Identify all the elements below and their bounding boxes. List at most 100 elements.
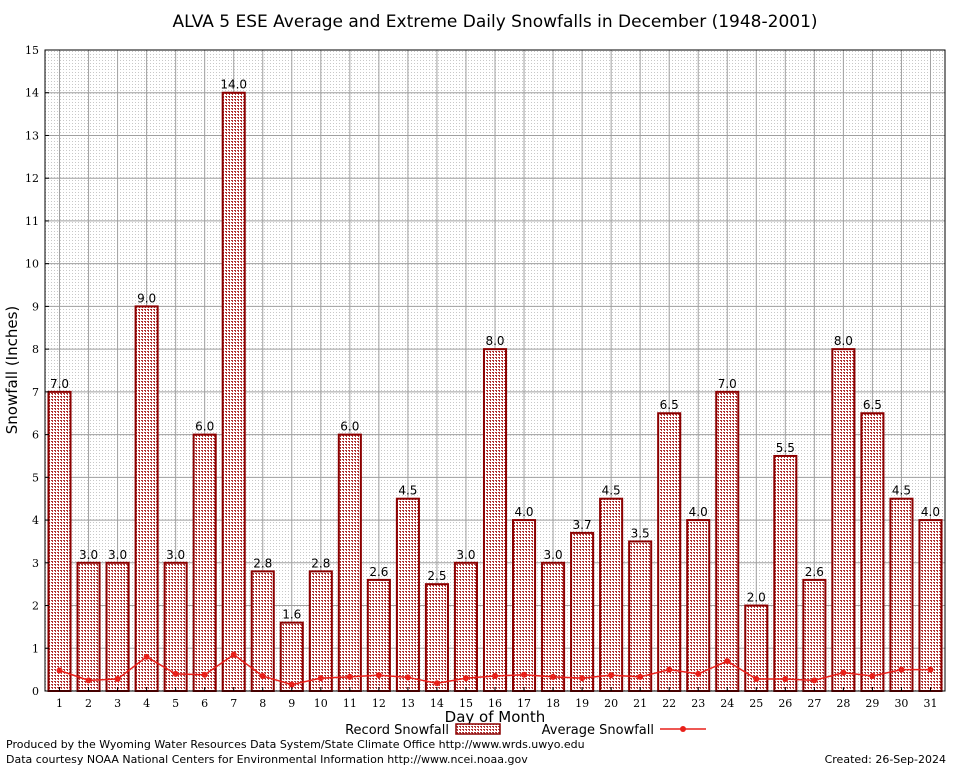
bar-value-label: 9.0 <box>137 291 156 305</box>
y-tick-label: 0 <box>32 685 39 698</box>
bar-value-label: 8.0 <box>485 334 504 348</box>
record-bar <box>337 433 362 692</box>
average-point <box>172 670 179 677</box>
x-tick-label: 14 <box>430 697 444 710</box>
average-point <box>579 675 586 682</box>
record-bar <box>134 305 159 692</box>
x-tick-label: 23 <box>691 697 705 710</box>
average-point <box>492 673 498 680</box>
bar-value-label: 1.6 <box>282 608 301 622</box>
legend-marker-average <box>680 726 686 732</box>
x-tick-label: 25 <box>749 697 763 710</box>
record-snowfall-bars <box>47 91 943 693</box>
average-point <box>927 666 934 673</box>
record-bar <box>570 531 595 692</box>
record-bar <box>279 621 304 692</box>
x-tick-label: 6 <box>201 697 208 710</box>
bar-value-labels: 7.0 3.0 3.0 9.0 3.0 6.0 14.0 2.8 1.6 2.8 6.0 2.6 4.5… <box>50 78 940 622</box>
record-bar <box>657 412 682 692</box>
bar-value-label: 3.7 <box>573 518 592 532</box>
record-bar <box>482 348 508 692</box>
x-tick-label: 19 <box>575 697 589 710</box>
average-point <box>666 666 673 673</box>
record-bar <box>686 519 711 692</box>
x-tick-label: 27 <box>807 697 821 710</box>
average-point <box>201 671 208 678</box>
bar-value-label: 4.0 <box>689 505 708 519</box>
x-tick-label: 22 <box>662 697 676 710</box>
x-tick-label: 17 <box>517 697 531 710</box>
y-tick-label: 1 <box>32 642 39 655</box>
record-bar <box>889 497 914 693</box>
record-bar <box>453 561 479 692</box>
average-point <box>695 670 702 677</box>
record-bar <box>715 390 740 692</box>
bar-value-label: 3.0 <box>108 548 127 562</box>
bar-value-label: 6.5 <box>660 398 679 412</box>
average-point <box>346 673 353 680</box>
x-tick-label: 31 <box>923 697 937 710</box>
x-tick-label: 11 <box>343 697 357 710</box>
bar-value-label: 3.0 <box>544 548 563 562</box>
x-tick-label: 13 <box>401 697 415 710</box>
y-tick-label: 2 <box>32 600 39 613</box>
record-bar <box>192 433 217 692</box>
x-tick-label: 3 <box>114 697 121 710</box>
legend-label-average: Average Snowfall <box>542 723 654 738</box>
average-point <box>521 671 528 678</box>
x-tick-label: 16 <box>488 697 502 710</box>
x-tick-label: 10 <box>314 697 328 710</box>
y-tick-label: 14 <box>25 87 39 100</box>
bar-value-label: 8.0 <box>834 334 853 348</box>
average-point <box>550 673 557 680</box>
record-bar <box>628 540 653 693</box>
average-point <box>375 672 382 679</box>
bar-value-label: 14.0 <box>220 78 247 92</box>
record-bar <box>76 561 101 692</box>
bar-value-label: 4.0 <box>921 505 940 519</box>
bar-value-label: 4.5 <box>602 484 621 498</box>
average-point <box>869 673 876 680</box>
average-point <box>608 672 615 679</box>
average-point <box>724 658 731 665</box>
bar-value-label: 2.8 <box>253 556 272 570</box>
average-point <box>462 675 469 682</box>
average-snowfall-line <box>56 651 934 688</box>
legend: Record Snowfall Average Snowfall <box>345 723 706 738</box>
record-bar <box>802 578 827 692</box>
bar-value-label: 3.0 <box>456 548 475 562</box>
average-point <box>637 673 644 680</box>
x-tick-label: 29 <box>865 697 879 710</box>
x-tick-label: 9 <box>288 697 295 710</box>
average-point <box>114 676 121 683</box>
y-tick-label: 15 <box>25 44 39 57</box>
bar-value-label: 6.0 <box>195 420 214 434</box>
bar-value-label: 2.6 <box>805 565 824 579</box>
x-tick-label: 30 <box>894 697 908 710</box>
x-tick-label: 4 <box>143 697 150 710</box>
x-tick-label: 2 <box>85 697 92 710</box>
x-tick-label: 26 <box>778 697 792 710</box>
bar-value-label: 5.5 <box>776 441 795 455</box>
chart-title: ALVA 5 ESE Average and Extreme Daily Sno… <box>172 12 817 32</box>
average-point <box>811 677 818 684</box>
record-bar <box>512 519 537 692</box>
footer-produced-by: Produced by the Wyoming Water Resources … <box>6 738 585 751</box>
y-axis-label: Snowfall (Inches) <box>3 306 21 434</box>
record-bar <box>221 91 246 692</box>
x-tick-label: 7 <box>230 697 237 710</box>
bar-value-label: 6.0 <box>340 420 359 434</box>
y-tick-label: 3 <box>32 557 39 570</box>
x-tick-label: 18 <box>546 697 560 710</box>
bar-value-label: 4.0 <box>514 505 533 519</box>
y-tick-label: 9 <box>32 300 39 313</box>
y-tick-label: 11 <box>25 215 39 228</box>
x-tick-label: 5 <box>172 697 179 710</box>
y-tick-label: 5 <box>32 471 39 484</box>
bar-value-label: 4.5 <box>892 484 911 498</box>
y-tick-label: 7 <box>32 386 39 399</box>
legend-swatch-record <box>455 723 501 735</box>
bar-value-label: 3.0 <box>79 548 98 562</box>
